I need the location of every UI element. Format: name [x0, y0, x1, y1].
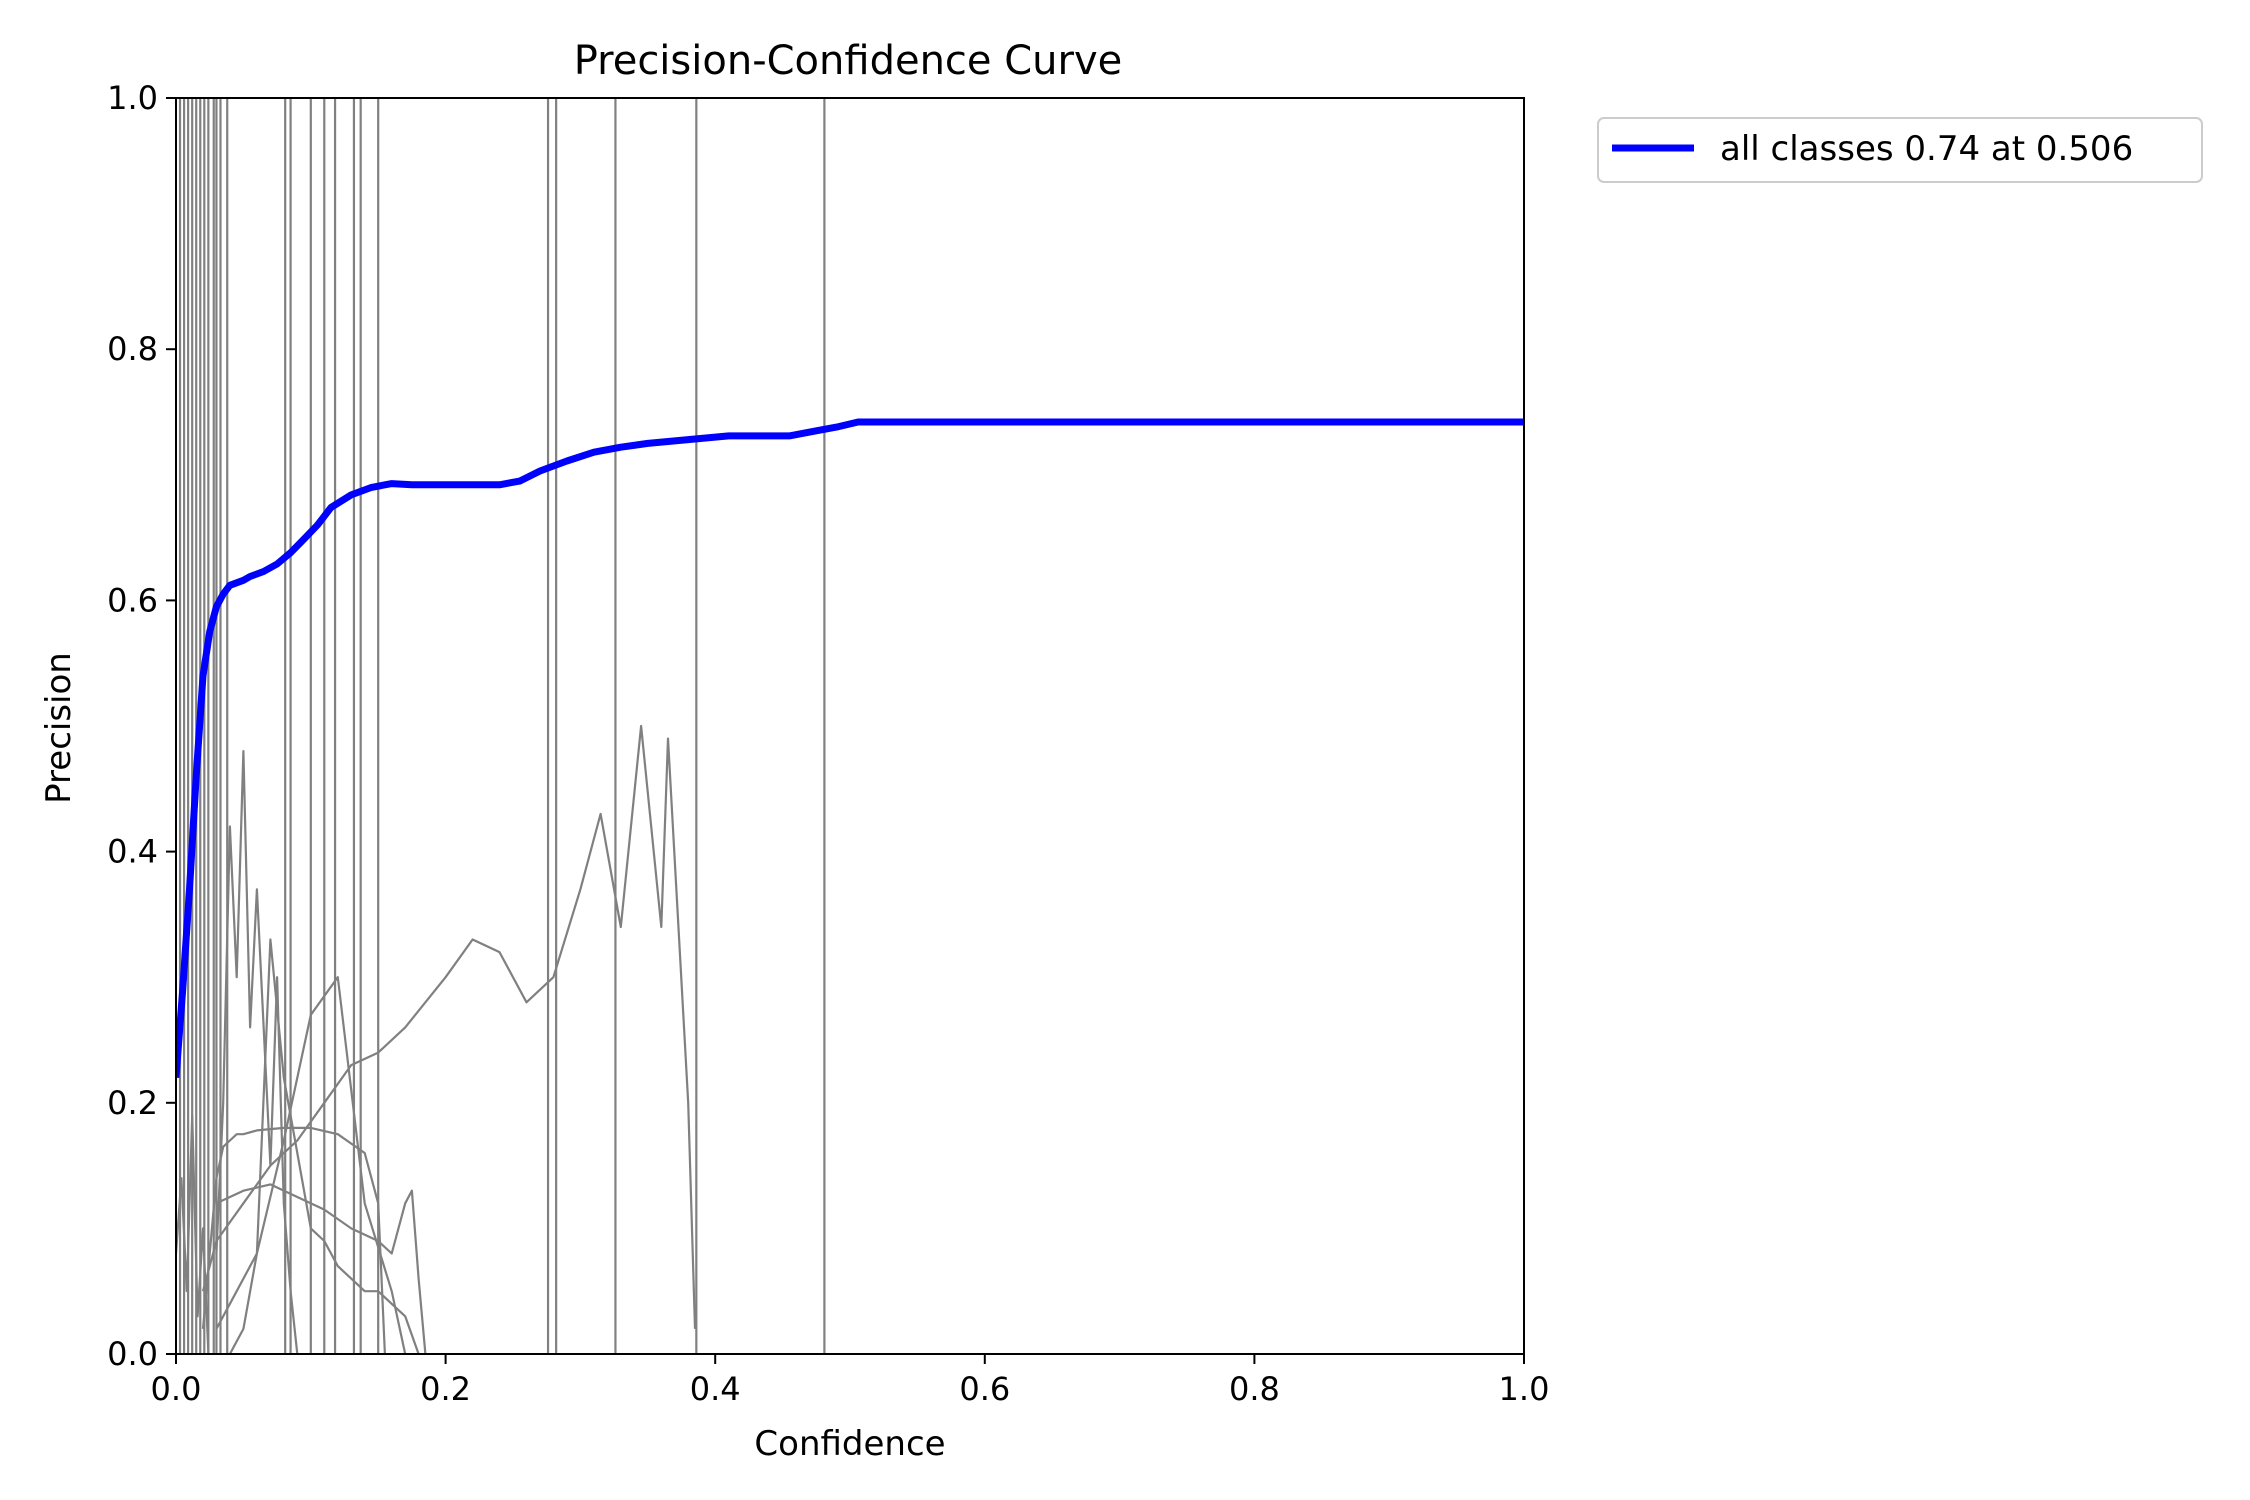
legend-box — [1597, 117, 2203, 183]
x-tick-label: 0.2 — [420, 1370, 471, 1408]
y-tick-label: 0.8 — [107, 330, 158, 368]
per-class-curves — [176, 98, 826, 1354]
y-tick-label: 0.4 — [107, 833, 158, 871]
y-tick-label: 0.0 — [107, 1335, 158, 1373]
per-class-curve — [215, 749, 299, 1354]
x-tick-label: 0.6 — [959, 1370, 1010, 1408]
x-tick-label: 0.8 — [1229, 1370, 1280, 1408]
per-class-curve — [176, 1114, 210, 1354]
y-axis: 0.0 0.2 0.4 0.6 0.8 1.0 — [107, 79, 176, 1373]
legend: all classes 0.74 at 0.506 — [1597, 117, 2203, 183]
y-tick-label: 1.0 — [107, 79, 158, 117]
y-axis-label: Precision — [39, 652, 79, 804]
x-tick-label: 1.0 — [1499, 1370, 1550, 1408]
per-class-curve — [215, 1183, 427, 1354]
all-classes-series-line — [176, 418, 1524, 1078]
x-tick-label: 0.4 — [690, 1370, 741, 1408]
plot-frame — [175, 97, 1525, 1355]
legend-label-all-classes: all classes 0.74 at 0.506 — [1720, 129, 2133, 169]
y-tick-label: 0.6 — [107, 581, 158, 619]
x-tick-label: 0.0 — [151, 1370, 202, 1408]
x-axis: 0.0 0.2 0.4 0.6 0.8 1.0 — [151, 1354, 1550, 1408]
per-class-curve — [201, 1126, 386, 1354]
y-tick-label: 0.2 — [107, 1084, 158, 1122]
all-classes-curve-group — [176, 418, 1524, 1078]
x-axis-label: Confidence — [754, 1424, 945, 1464]
per-class-curve — [228, 938, 420, 1354]
per-class-curve — [215, 976, 407, 1354]
per-class-curve — [201, 724, 697, 1329]
chart-title: Precision-Confidence Curve — [574, 38, 1123, 84]
